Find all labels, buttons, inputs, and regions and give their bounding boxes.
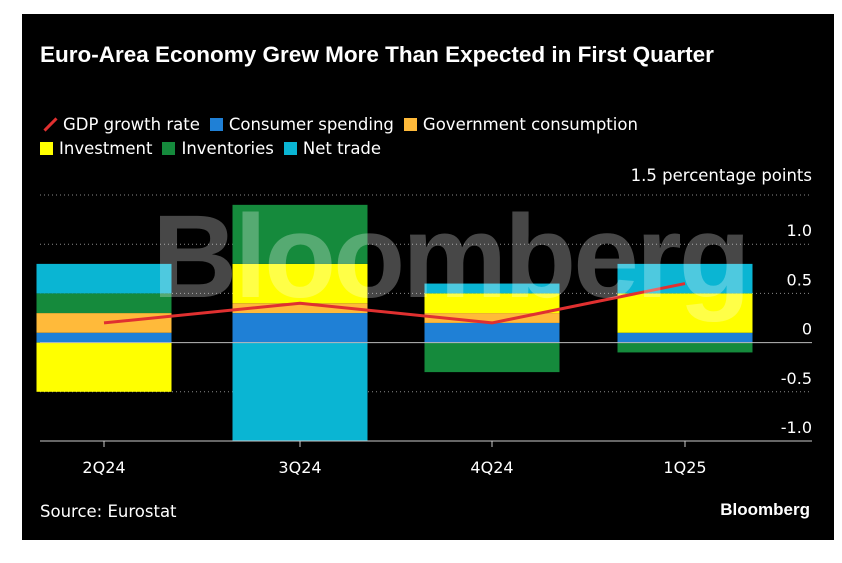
- legend-item-government: Government consumption: [403, 114, 638, 134]
- investment-swatch: [40, 141, 53, 155]
- bar-segment-net_trade: [232, 342, 368, 441]
- bar-segment-consumer: [232, 313, 368, 343]
- bar-segment-inventories: [424, 342, 560, 373]
- x-tick-label: 3Q24: [278, 458, 321, 477]
- source-note: Source: Eurostat: [40, 502, 177, 521]
- legend-label-inventories: Inventories: [181, 138, 274, 158]
- legend-row-1: GDP growth rate Consumer spending Govern…: [40, 112, 800, 136]
- legend-item-inventories: Inventories: [162, 138, 274, 158]
- x-tick-label: 1Q25: [663, 458, 706, 477]
- bar-segment-inventories: [232, 204, 368, 264]
- bar-segment-investment: [232, 263, 368, 304]
- x-tick-label: 2Q24: [82, 458, 125, 477]
- chart-card: Euro-Area Economy Grew More Than Expecte…: [22, 14, 834, 540]
- bar-segment-net_trade: [617, 263, 753, 294]
- bar-segment-government: [424, 313, 560, 323]
- bar-segment-government: [232, 303, 368, 314]
- gdp-growth-line: [103, 282, 686, 325]
- legend-row-2: Investment Inventories Net trade: [40, 136, 800, 160]
- legend-item-gdp: GDP growth rate: [40, 115, 200, 134]
- net-trade-swatch: [283, 141, 297, 155]
- bar-segment-net_trade: [424, 283, 560, 294]
- y-tick-label: 0.5: [787, 270, 812, 289]
- government-swatch: [403, 117, 417, 131]
- bar-segment-inventories: [617, 342, 753, 353]
- bar-segment-inventories: [36, 293, 172, 314]
- legend-label-gdp: GDP growth rate: [63, 114, 200, 134]
- consumer-swatch: [209, 117, 223, 131]
- legend-label-consumer: Consumer spending: [228, 114, 394, 134]
- legend-label-net-trade: Net trade: [302, 138, 382, 158]
- bar-segment-investment: [36, 342, 172, 392]
- y-tick-label: 1.0: [787, 221, 812, 240]
- bar-segment-consumer: [617, 332, 753, 343]
- y-tick-label: -1.0: [781, 418, 812, 437]
- bar-segment-net_trade: [36, 263, 172, 294]
- legend-item-investment: Investment: [40, 139, 152, 158]
- legend-label-investment: Investment: [59, 138, 153, 158]
- bar-segment-consumer: [424, 322, 560, 343]
- legend-item-net-trade: Net trade: [283, 138, 382, 158]
- y-axis-unit-label: 1.5 percentage points: [630, 166, 812, 185]
- chart-title: Euro-Area Economy Grew More Than Expecte…: [40, 42, 714, 67]
- legend: GDP growth rate Consumer spending Govern…: [40, 112, 800, 160]
- inventories-swatch: [162, 141, 176, 155]
- bloomberg-logo: Bloomberg: [720, 500, 810, 519]
- legend-label-government: Government consumption: [422, 114, 638, 134]
- y-tick-label: 0: [802, 320, 812, 339]
- y-tick-label: -0.5: [781, 369, 812, 388]
- plot-area: 2Q24 3Q24 4Q24 1Q25 1.0 0.5 0 -0.5 -1.0: [36, 194, 812, 477]
- x-tick-label: 4Q24: [470, 458, 513, 477]
- bar-segment-investment: [424, 293, 560, 314]
- legend-item-consumer: Consumer spending: [209, 114, 394, 134]
- bar-segment-investment: [617, 293, 753, 333]
- bar-segment-consumer: [36, 332, 172, 343]
